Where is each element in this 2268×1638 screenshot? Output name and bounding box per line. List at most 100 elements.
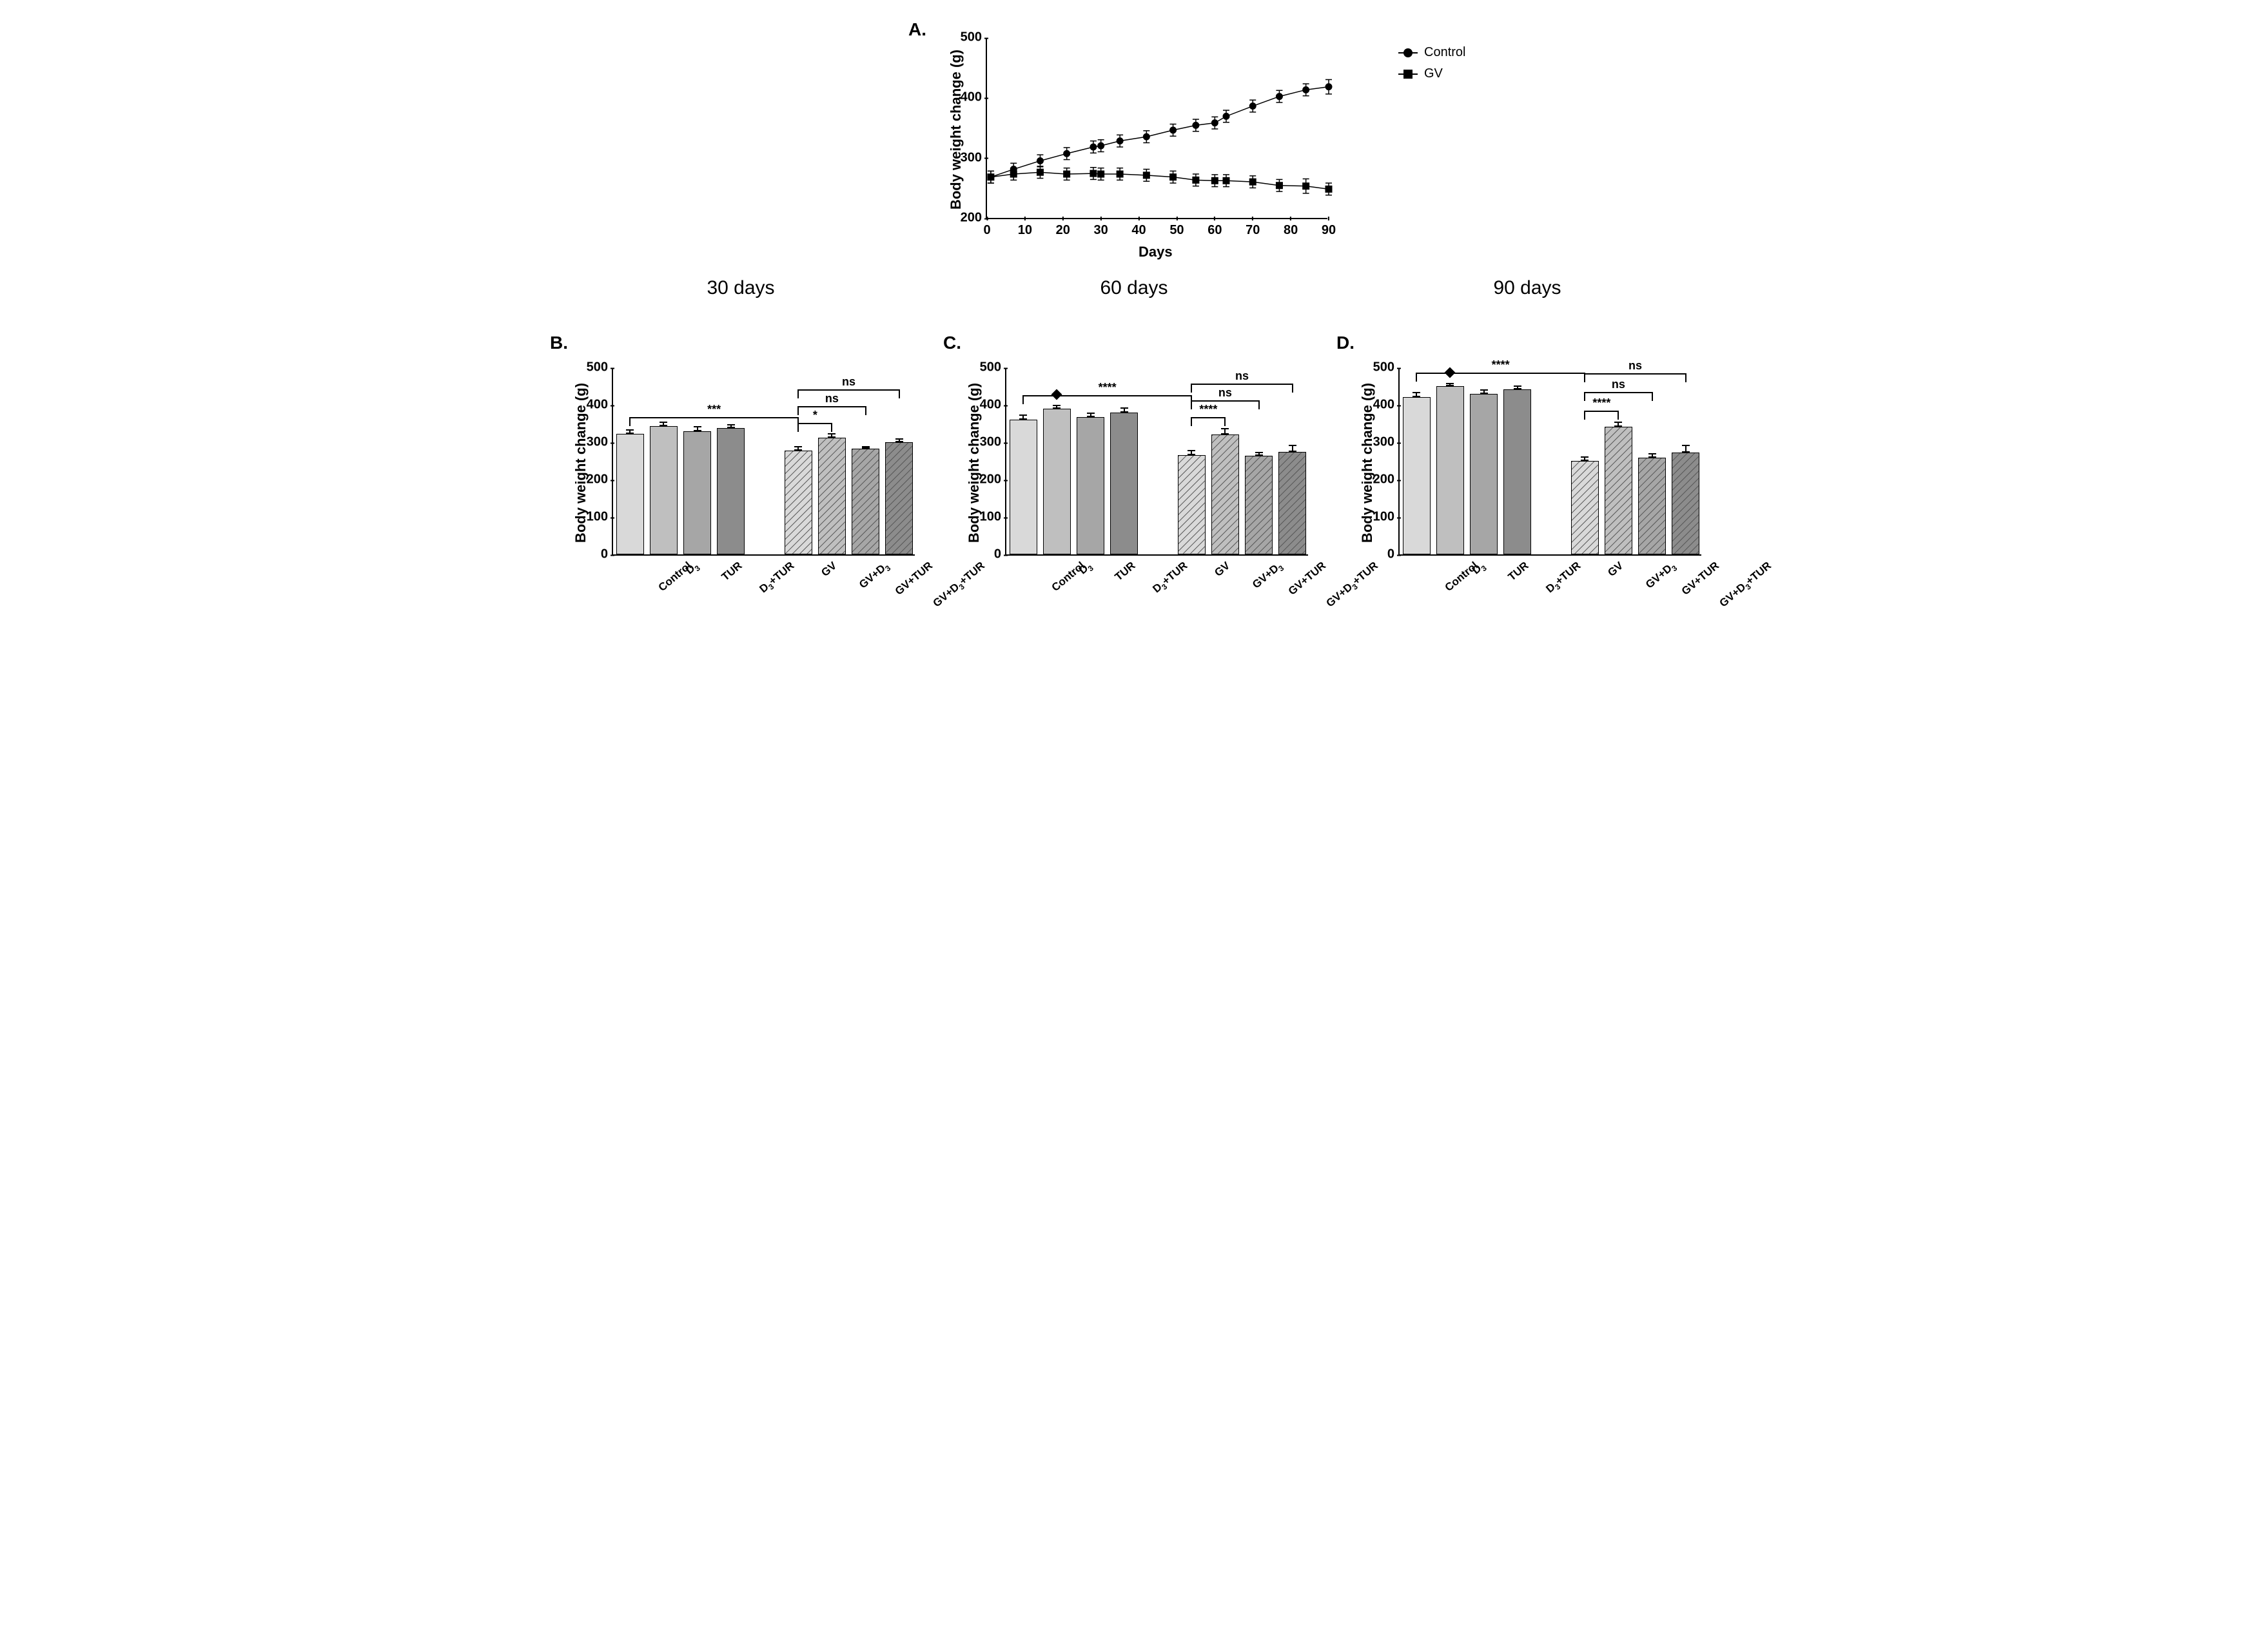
panel-A-label: A. xyxy=(908,19,926,40)
sig-label: **** xyxy=(1492,358,1510,372)
bar-xtick: D3+TUR xyxy=(1148,556,1191,597)
sig-label: **** xyxy=(1592,396,1610,410)
bar-hatch xyxy=(1212,435,1238,554)
error-bar xyxy=(1416,392,1417,397)
sig-label: ns xyxy=(1218,386,1232,400)
sig-drop xyxy=(1652,392,1653,401)
error-bar xyxy=(730,424,732,428)
line-xtick: 10 xyxy=(1018,218,1032,238)
legend-label-control: Control xyxy=(1424,45,1465,60)
sig-drop xyxy=(1584,373,1585,382)
bar-GV+D3+TUR xyxy=(885,442,913,554)
bar-hatch xyxy=(1605,427,1632,554)
sig-label: **** xyxy=(1199,403,1217,416)
line-xtick: 40 xyxy=(1131,218,1146,238)
marker-GV xyxy=(1223,177,1230,184)
sig-drop xyxy=(1416,373,1417,382)
bar-GV+TUR xyxy=(1638,458,1666,554)
sig-drop xyxy=(1618,411,1619,420)
bar-GV+TUR xyxy=(852,449,879,554)
bar-TUR xyxy=(683,431,711,554)
error-bar xyxy=(1584,456,1585,461)
sig-drop xyxy=(797,389,799,398)
bar-chart-D: 0100200300400500ControlD3TURD3+TURGVGV+D… xyxy=(1340,304,1714,627)
marker-Control xyxy=(1117,137,1124,144)
bar-hatch xyxy=(1572,462,1598,554)
bar-D3+TUR xyxy=(1110,413,1138,554)
row-bottom: 30 days B. 0100200300400500ControlD3TURD… xyxy=(554,277,1714,627)
sig-bracket xyxy=(630,417,798,418)
sig-drop xyxy=(1022,395,1024,404)
marker-GV xyxy=(1169,173,1177,180)
sig-drop xyxy=(1191,400,1192,409)
error-bar xyxy=(1292,445,1293,451)
sig-drop xyxy=(1685,373,1686,382)
error-bar xyxy=(1022,414,1024,420)
line-ytick: 500 xyxy=(955,30,987,45)
error-bar xyxy=(865,446,866,449)
sig-bracket xyxy=(1023,395,1191,396)
sig-drop xyxy=(1191,384,1192,393)
line-chart-legend: Control GV xyxy=(1398,45,1465,88)
sig-bracket xyxy=(798,406,865,407)
figure-root: A. 2003004005000102030405060708090Body w… xyxy=(554,26,1714,627)
bar-ytick: 0 xyxy=(581,547,613,562)
error-bar xyxy=(629,429,631,434)
bar-hatch xyxy=(852,449,879,554)
line-svg xyxy=(987,39,1329,219)
bar-ylabel: Body weight change (g) xyxy=(572,383,589,543)
bar-hatch xyxy=(886,443,912,554)
marker-GV xyxy=(1117,171,1124,178)
error-bar xyxy=(1224,428,1226,434)
bar-Control xyxy=(1403,397,1431,554)
marker-Control xyxy=(1143,133,1150,141)
bar-ytick: 0 xyxy=(1367,547,1400,562)
sig-label: **** xyxy=(1099,381,1117,395)
bar-GV xyxy=(1178,455,1206,554)
bar-GV+D3 xyxy=(1605,427,1632,554)
line-xtick: 80 xyxy=(1284,218,1298,238)
row-top: A. 2003004005000102030405060708090Body w… xyxy=(554,26,1714,258)
bar-xtick: GV+TUR xyxy=(1677,556,1722,598)
sig-drop xyxy=(1258,400,1260,409)
line-xtick: 50 xyxy=(1169,218,1184,238)
panel-A: A. 2003004005000102030405060708090Body w… xyxy=(812,26,1456,258)
bar-xtick: GV+D3 xyxy=(854,556,892,592)
marker-GV xyxy=(1063,171,1070,178)
bar-Control xyxy=(616,434,644,554)
panel-B-title: 30 days xyxy=(554,277,928,299)
bar-ylabel: Body weight change (g) xyxy=(1359,383,1376,543)
marker-Control xyxy=(1037,157,1044,164)
sig-label: ns xyxy=(1235,369,1249,383)
bar-GV+D3+TUR xyxy=(1672,453,1699,554)
panel-D-title: 90 days xyxy=(1340,277,1714,299)
marker-GV xyxy=(1143,171,1150,179)
sig-drop xyxy=(1191,417,1192,426)
marker-GV xyxy=(1302,182,1309,190)
marker-GV xyxy=(987,173,994,180)
bar-chart-C: 0100200300400500ControlD3TURD3+TURGVGV+D… xyxy=(947,304,1321,627)
bar-plot-area: 0100200300400500ControlD3TURD3+TURGVGV+D… xyxy=(1398,369,1701,556)
sig-label: *** xyxy=(707,403,721,416)
sig-label: ns xyxy=(842,375,855,389)
bar-TUR xyxy=(1077,417,1104,554)
bar-xtick: D3+TUR xyxy=(1541,556,1585,597)
marker-GV xyxy=(1276,182,1283,189)
bar-GV+TUR xyxy=(1245,456,1273,554)
sig-bracket xyxy=(1191,384,1293,385)
error-bar xyxy=(1618,422,1619,427)
legend-item-gv: GV xyxy=(1398,66,1465,81)
marker-Control xyxy=(1097,142,1104,150)
bar-xtick: GV+TUR xyxy=(1284,556,1329,598)
marker-GV xyxy=(1037,169,1044,176)
sig-drop xyxy=(797,406,799,415)
error-bar xyxy=(1090,413,1091,417)
panel-B: 30 days B. 0100200300400500ControlD3TURD… xyxy=(554,277,928,627)
bar-hatch xyxy=(785,451,812,554)
bar-GV xyxy=(1571,461,1599,554)
marker-Control xyxy=(1063,150,1070,157)
bar-ytick: 0 xyxy=(974,547,1006,562)
line-plot-area: 2003004005000102030405060708090 xyxy=(986,39,1327,219)
sig-label: ns xyxy=(1628,359,1642,373)
sig-bracket xyxy=(1191,417,1225,418)
